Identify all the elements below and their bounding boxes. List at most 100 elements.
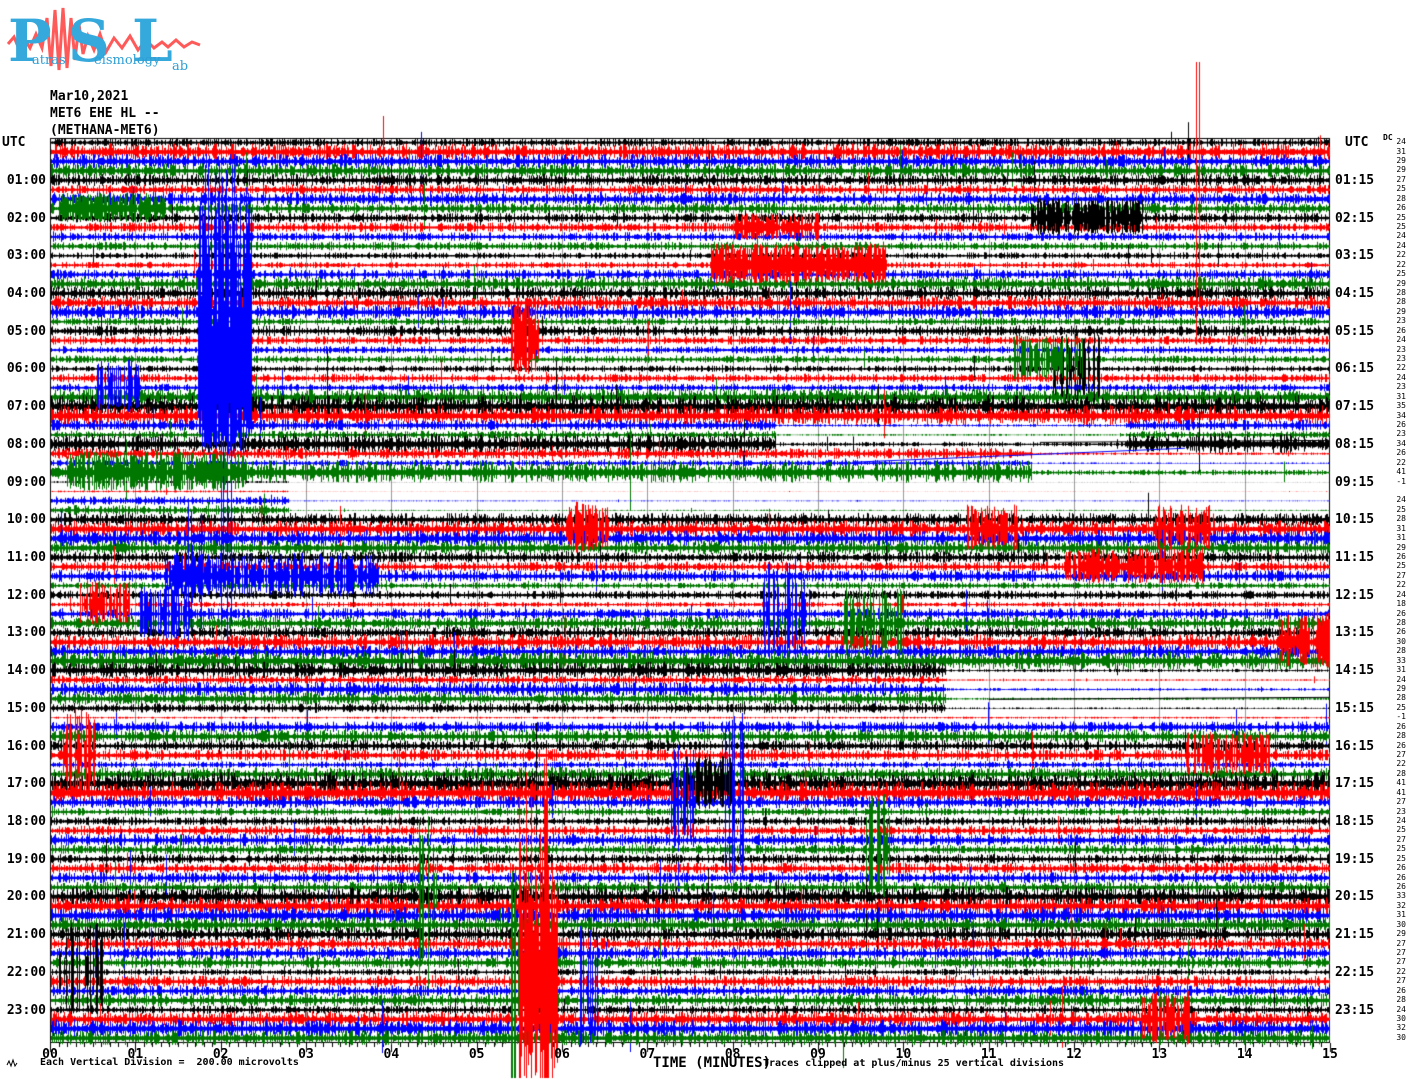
dc-value: 33 xyxy=(1396,891,1406,901)
dc-value: 29 xyxy=(1396,542,1406,552)
time-label-right: 06:15 xyxy=(1335,361,1375,377)
dc-value: 22 xyxy=(1396,259,1406,269)
time-label-right: 15:15 xyxy=(1335,700,1375,716)
dc-value: 27 xyxy=(1396,947,1406,957)
dc-value: 26 xyxy=(1396,721,1406,731)
dc-value: 25 xyxy=(1396,825,1406,835)
dc-value: 41 xyxy=(1396,778,1406,788)
logo-waveform-icon xyxy=(6,7,201,71)
dc-value: 29 xyxy=(1396,683,1406,693)
time-label-right: 05:15 xyxy=(1335,323,1375,339)
dc-value: 35 xyxy=(1396,401,1406,411)
clipping-note: Traces clipped at plus/minus 25 vertical… xyxy=(763,1058,1065,1069)
dc-value: 29 xyxy=(1396,165,1406,175)
time-label-left: 19:00 xyxy=(6,851,46,867)
dc-value: 29 xyxy=(1396,306,1406,316)
x-tick-label: 09 xyxy=(810,1047,826,1062)
time-label-right: 18:15 xyxy=(1335,813,1375,829)
x-tick-label: 02 xyxy=(212,1047,229,1062)
time-label-left: 08:00 xyxy=(6,436,46,452)
time-label-left: 21:00 xyxy=(6,927,46,943)
dc-value: 28 xyxy=(1396,693,1406,703)
x-tick-label: 08 xyxy=(724,1047,741,1062)
location-line: (METHANA-MET6) xyxy=(50,123,160,138)
dc-value: 23 xyxy=(1396,429,1406,439)
time-label-right: 01:15 xyxy=(1335,172,1375,188)
x-tick-label: 04 xyxy=(383,1047,400,1062)
dc-value: 41 xyxy=(1396,467,1406,477)
dc-value: 26 xyxy=(1396,448,1406,458)
dc-value: 23 xyxy=(1396,344,1406,354)
time-label-left: 20:00 xyxy=(6,889,46,905)
dc-value: 32 xyxy=(1396,1023,1406,1033)
dc-value: 29 xyxy=(1396,929,1406,939)
time-label-left: 17:00 xyxy=(6,776,46,792)
dc-value: 24 xyxy=(1396,137,1406,147)
time-label-right: 22:15 xyxy=(1335,964,1375,980)
time-label-right: 04:15 xyxy=(1335,286,1375,302)
dc-value: 26 xyxy=(1396,872,1406,882)
time-label-left: 10:00 xyxy=(6,512,46,528)
logo-letter-s: S xyxy=(68,7,110,75)
dc-value: 34 xyxy=(1396,438,1406,448)
dc-value: 23 xyxy=(1396,806,1406,816)
dc-value: 28 xyxy=(1396,995,1406,1005)
x-tick-label: 14 xyxy=(1236,1047,1253,1062)
dc-value: 24 xyxy=(1396,372,1406,382)
logo-letter-l: L xyxy=(132,7,173,75)
time-label-left: 16:00 xyxy=(6,738,46,754)
dc-value: 28 xyxy=(1396,288,1406,298)
dc-value: 25 xyxy=(1396,269,1406,279)
logo-word-ab: ab xyxy=(172,59,188,74)
time-label-right: 21:15 xyxy=(1335,927,1375,943)
dc-value: 22 xyxy=(1396,250,1406,260)
dc-value: 25 xyxy=(1396,504,1406,514)
dc-value: 26 xyxy=(1396,420,1406,430)
time-label-left: 18:00 xyxy=(6,813,46,829)
dc-value: 25 xyxy=(1396,184,1406,194)
dc-value: 24 xyxy=(1396,231,1406,241)
logo-letter-p: P xyxy=(8,7,52,75)
dc-value: 27 xyxy=(1396,570,1406,580)
dc-value: 26 xyxy=(1396,863,1406,873)
dc-value: 25 xyxy=(1396,853,1406,863)
dc-value: 34 xyxy=(1396,410,1406,420)
dc-value: 25 xyxy=(1396,702,1406,712)
time-label-right: 23:15 xyxy=(1335,1002,1375,1018)
microvolts-icon xyxy=(6,1058,18,1068)
dc-value: 24 xyxy=(1396,495,1406,505)
dc-value: -1 xyxy=(1396,712,1406,722)
x-tick-label: 05 xyxy=(468,1047,485,1062)
station-line: MET6 EHE HL -- xyxy=(50,106,160,121)
dc-value: 22 xyxy=(1396,966,1406,976)
dc-value: 26 xyxy=(1396,740,1406,750)
x-tick-label: 06 xyxy=(554,1047,570,1062)
dc-column-label: DC xyxy=(1383,133,1393,142)
x-tick-label: 07 xyxy=(639,1047,656,1062)
x-tick-label: 15 xyxy=(1322,1047,1338,1062)
dc-value: 23 xyxy=(1396,316,1406,326)
dc-value: 26 xyxy=(1396,608,1406,618)
dc-value: 27 xyxy=(1396,938,1406,948)
dc-value: 32 xyxy=(1396,900,1406,910)
x-tick-label: 12 xyxy=(1066,1047,1082,1062)
dc-value: 22 xyxy=(1396,363,1406,373)
time-label-right: 17:15 xyxy=(1335,776,1375,792)
x-tick-label: 01 xyxy=(127,1047,144,1062)
time-label-right: 13:15 xyxy=(1335,625,1375,641)
dc-value: 22 xyxy=(1396,759,1406,769)
time-label-right: 08:15 xyxy=(1335,436,1375,452)
dc-value: -1 xyxy=(1396,476,1406,486)
dc-value: 28 xyxy=(1396,731,1406,741)
dc-value: 41 xyxy=(1396,787,1406,797)
time-label-right: 14:15 xyxy=(1335,663,1375,679)
dc-value: 24 xyxy=(1396,674,1406,684)
dc-value: 30 xyxy=(1396,1013,1406,1023)
dc-value: 26 xyxy=(1396,325,1406,335)
dc-value: 30 xyxy=(1396,636,1406,646)
dc-value: 28 xyxy=(1396,768,1406,778)
dc-value: 26 xyxy=(1396,881,1406,891)
dc-value: 27 xyxy=(1396,834,1406,844)
time-label-left: 15:00 xyxy=(6,700,46,716)
dc-value: 27 xyxy=(1396,749,1406,759)
